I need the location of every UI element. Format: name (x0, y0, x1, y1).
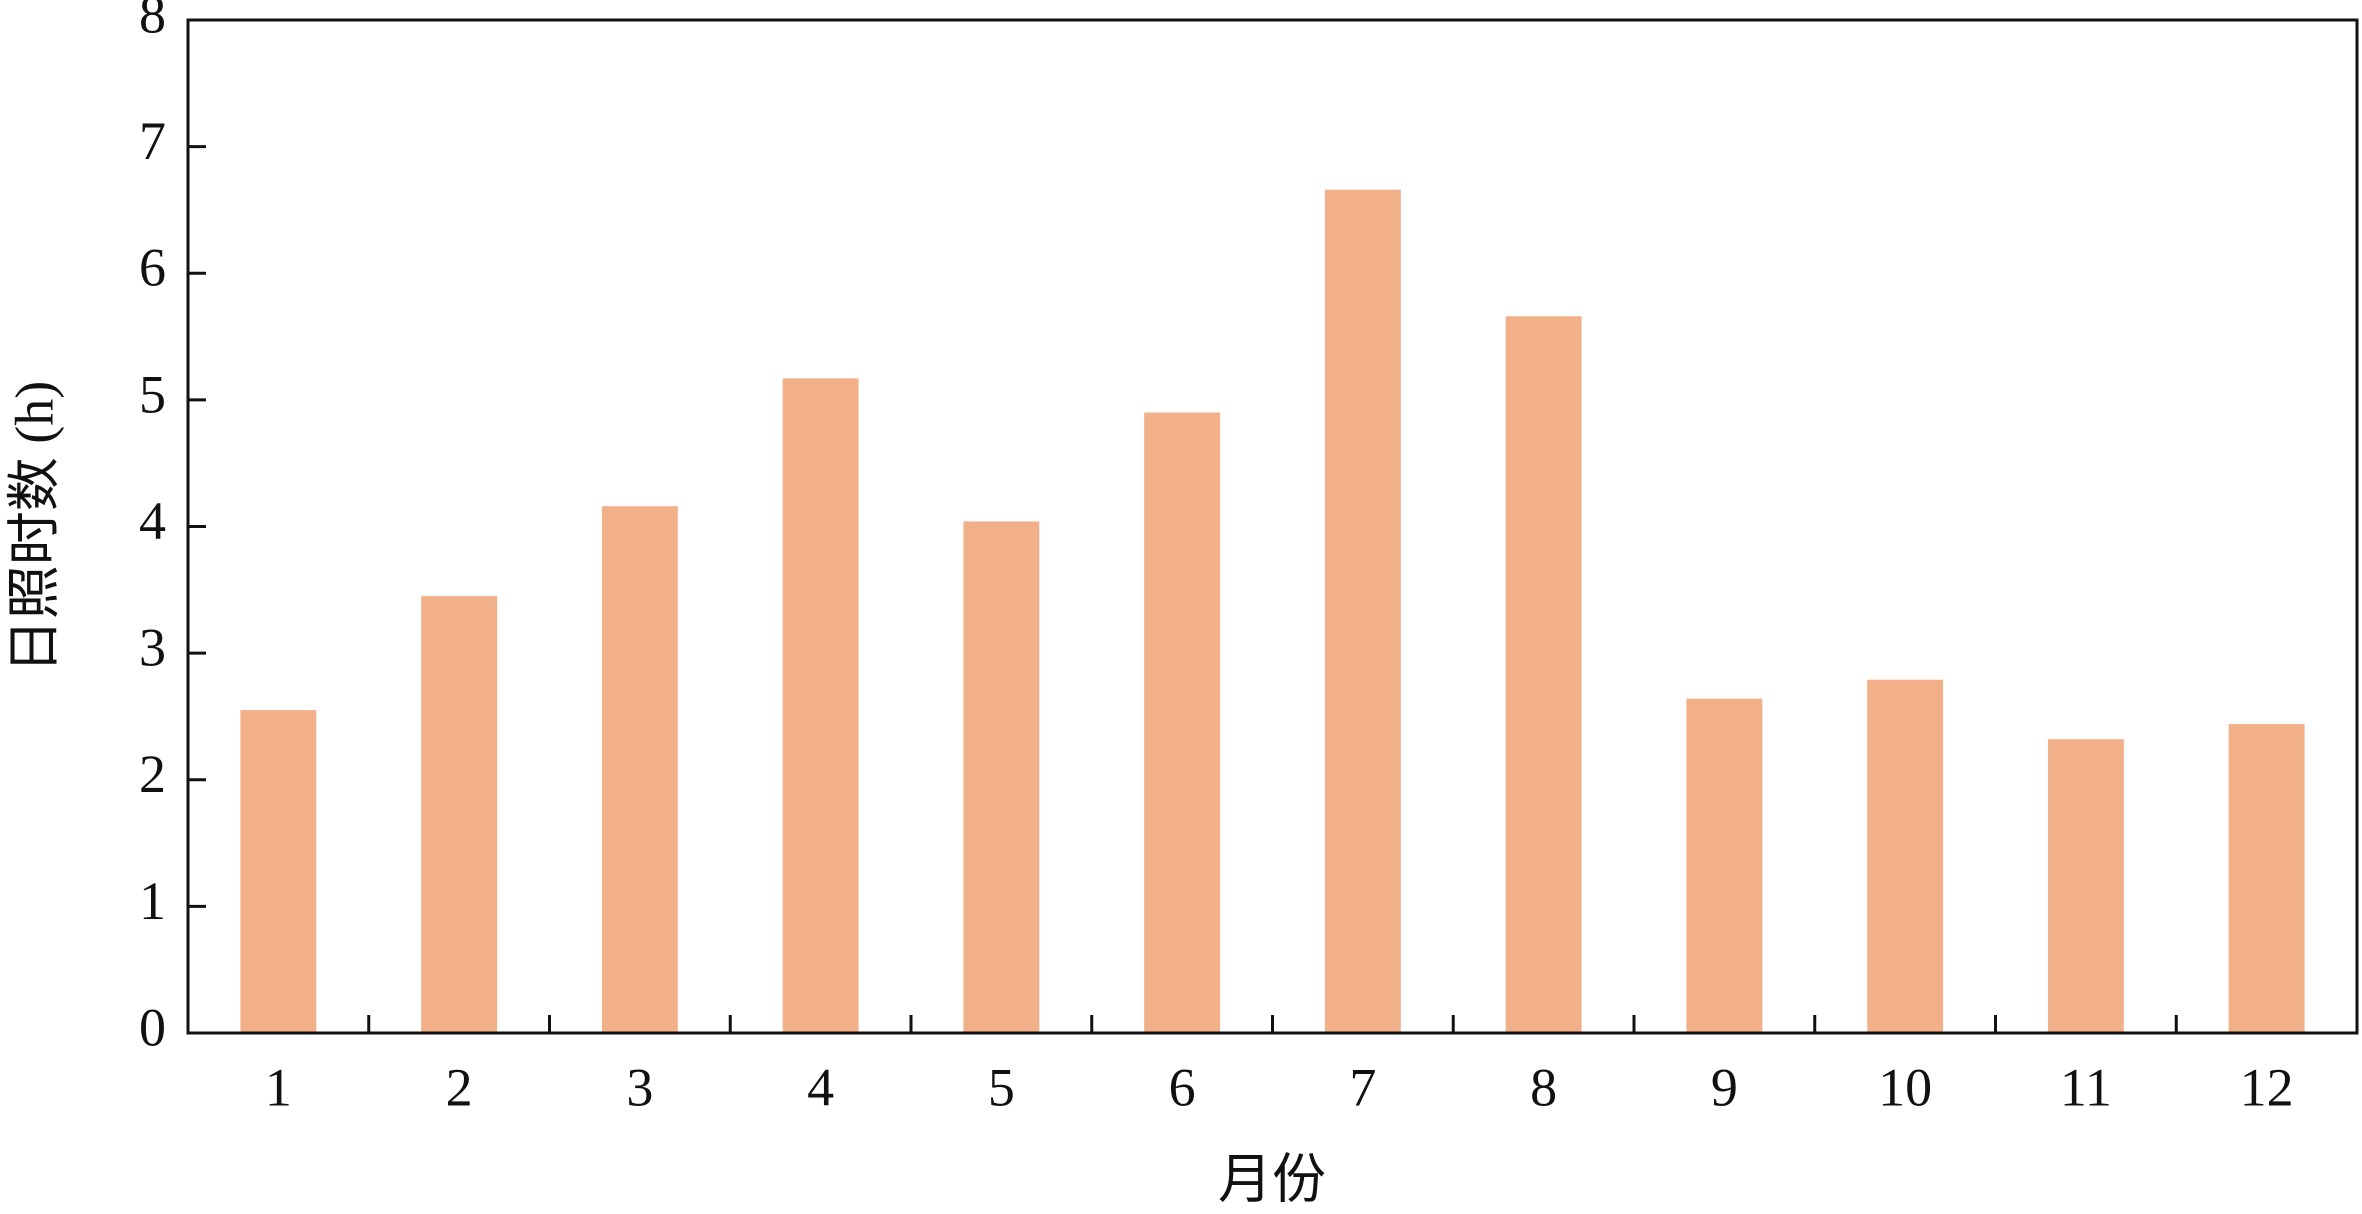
plot-frame (186, 18, 2359, 1035)
x-tick-label: 4 (807, 1057, 834, 1117)
y-tick-label: 4 (139, 491, 166, 551)
y-tick-label: 3 (139, 618, 166, 678)
bar (421, 596, 498, 1033)
y-tick-label: 1 (139, 871, 166, 931)
y-tick-label: 2 (139, 744, 166, 804)
bar (963, 521, 1040, 1033)
bar (240, 710, 317, 1033)
bar (2047, 739, 2124, 1033)
x-tick-label: 3 (626, 1057, 653, 1117)
x-axis-title: 月份 (1218, 1149, 1326, 1209)
x-tick-label: 1 (265, 1057, 292, 1117)
bar (1686, 698, 1763, 1033)
y-tick-label: 6 (139, 238, 166, 298)
y-tick-label: 7 (139, 111, 166, 171)
bar (782, 378, 859, 1033)
bar (1505, 316, 1582, 1033)
x-tick-label: 12 (2240, 1057, 2294, 1117)
bar (2228, 724, 2305, 1033)
y-axis-title: 日照时数 (h) (4, 381, 64, 673)
y-tick-label: 8 (139, 0, 166, 44)
x-tick-label: 6 (1169, 1057, 1196, 1117)
x-tick-label: 10 (1878, 1057, 1932, 1117)
bar (1867, 679, 1944, 1033)
bar (1324, 189, 1401, 1034)
bar (601, 506, 678, 1033)
x-tick-label: 8 (1530, 1057, 1557, 1117)
x-tick-label: 11 (2060, 1057, 2112, 1117)
x-tick-label: 7 (1349, 1057, 1376, 1117)
x-tick-label: 9 (1711, 1057, 1738, 1117)
y-tick-label: 0 (139, 997, 166, 1057)
bar (1144, 412, 1221, 1034)
x-tick-label: 2 (446, 1057, 473, 1117)
y-tick-label: 5 (139, 364, 166, 424)
x-tick-label: 5 (988, 1057, 1015, 1117)
